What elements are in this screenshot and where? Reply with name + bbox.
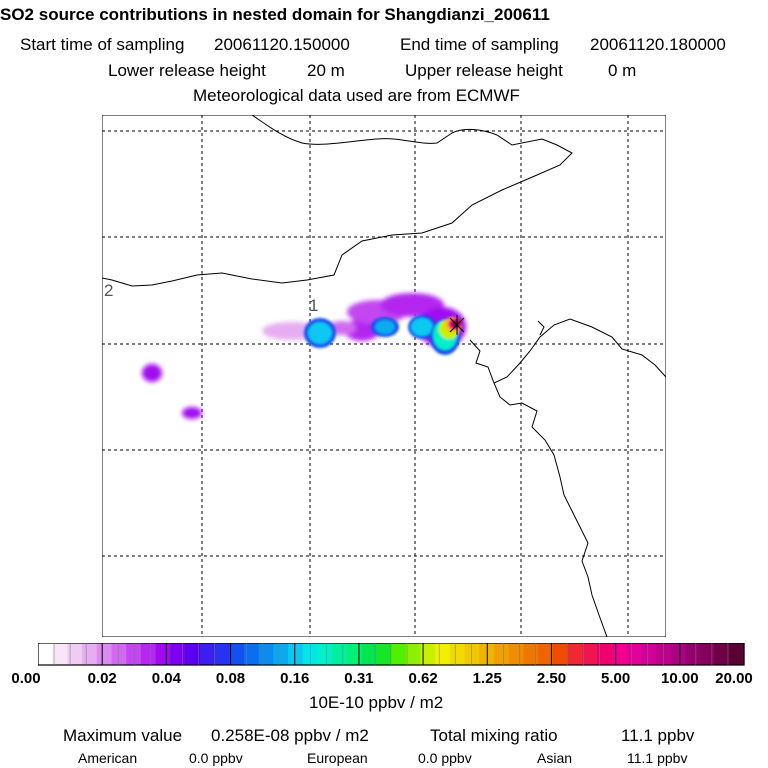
- colorbar-cell: [38, 643, 54, 665]
- colorbar-cell: [140, 643, 157, 665]
- european-label: European: [307, 750, 368, 766]
- colorbar-label: 0.00: [11, 670, 41, 687]
- colorbar-label: 0.08: [215, 670, 246, 687]
- map-panel: 2 1: [102, 115, 666, 637]
- colorbar-cell: [155, 643, 171, 665]
- start-time-label: Start time of sampling: [20, 35, 185, 54]
- colorbar-cell: [552, 643, 569, 665]
- asian-value: 11.1 ppbv: [627, 750, 688, 766]
- colorbar-cell: [626, 643, 642, 665]
- colorbar-cell: [288, 643, 304, 665]
- lower-release-label: Lower release height: [108, 61, 266, 80]
- colorbar-cell: [641, 643, 657, 665]
- colorbar: [38, 643, 745, 666]
- upper-release-value: 0 m: [608, 61, 637, 80]
- colorbar-label: 0.31: [344, 670, 374, 687]
- colorbar-cell: [685, 643, 701, 665]
- colorbar-ticks: [53, 643, 729, 665]
- european-value: 0.0 ppbv: [418, 750, 472, 766]
- colorbar-cell: [258, 643, 274, 665]
- plume-core: [304, 315, 462, 355]
- max-value: 0.258E-08 ppbv / m2: [211, 726, 369, 745]
- colorbar-cell: [170, 643, 186, 665]
- colorbar-cell: [596, 643, 613, 665]
- colorbar-label: 1.25: [472, 670, 502, 687]
- colorbar-cell: [391, 643, 407, 665]
- colorbar-cell: [464, 643, 480, 665]
- colorbar-label: 0.04: [151, 670, 181, 687]
- colorbar-cell: [185, 643, 201, 665]
- grid-label-1: 1: [309, 296, 318, 315]
- colorbar-cell: [317, 643, 333, 665]
- station-marker: [449, 315, 465, 335]
- colorbar-cell: [567, 643, 583, 665]
- colorbar-cell: [523, 643, 539, 665]
- american-value: 0.0 ppbv: [189, 750, 243, 766]
- max-value-label: Maximum value: [63, 726, 183, 745]
- end-time-value: 20061120.180000: [590, 35, 726, 54]
- colorbar-cell: [508, 643, 524, 665]
- met-data-line: Meteorological data used are from ECMWF: [193, 86, 520, 105]
- colorbar-cell: [82, 643, 98, 665]
- colorbar-cell: [361, 643, 377, 665]
- colorbar-cell: [52, 643, 69, 665]
- colorbar-cell: [729, 643, 745, 665]
- total-mixing-value: 11.1 ppbv: [621, 726, 695, 745]
- colorbar-cell: [670, 643, 686, 665]
- colorbar-cell: [582, 643, 598, 665]
- colorbar-cell: [493, 643, 510, 665]
- lower-release-value: 20 m: [307, 61, 345, 80]
- colorbar-cell: [449, 643, 466, 665]
- colorbar-cell: [376, 643, 392, 665]
- start-time-value: 20061120.150000: [214, 35, 350, 54]
- colorbar-label: 5.00: [601, 670, 631, 687]
- colorbar-cell: [346, 643, 363, 665]
- map-frame: [102, 115, 666, 637]
- country-borders: [102, 115, 666, 637]
- colorbar-cell: [611, 643, 627, 665]
- colorbar-cell: [655, 643, 672, 665]
- colorbar-cell: [214, 643, 230, 665]
- colorbar-cells: [38, 643, 745, 665]
- plot-title: SO2 source contributions in nested domai…: [0, 5, 550, 24]
- colorbar-cell: [229, 643, 245, 665]
- colorbar-cell: [67, 643, 83, 665]
- colorbar-label: 2.50: [536, 670, 567, 687]
- colorbar-unit: 10E-10 ppbv / m2: [309, 693, 444, 712]
- colorbar-cell: [420, 643, 436, 665]
- asian-label: Asian: [537, 750, 573, 766]
- colorbar-cell: [332, 643, 348, 665]
- colorbar-label: 0.02: [87, 670, 117, 687]
- colorbar-cell: [538, 643, 554, 665]
- colorbar-cell: [111, 643, 127, 665]
- end-time-label: End time of sampling: [400, 35, 559, 54]
- colorbar-label: 20.00: [715, 670, 753, 687]
- colorbar-cell: [96, 643, 113, 665]
- colorbar-cell: [126, 643, 142, 665]
- colorbar-cell: [405, 643, 422, 665]
- colorbar-cell: [714, 643, 730, 665]
- upper-release-label: Upper release height: [405, 61, 563, 80]
- colorbar-cell: [302, 643, 319, 665]
- colorbar-label: 0.16: [280, 670, 310, 687]
- colorbar-cell: [435, 643, 451, 665]
- colorbar-cell: [199, 643, 216, 665]
- colorbar-label: 10.00: [661, 670, 699, 687]
- colorbar-cell: [273, 643, 289, 665]
- american-label: American: [78, 750, 138, 766]
- grid-label-2: 2: [104, 281, 113, 300]
- colorbar-cell: [699, 643, 716, 665]
- colorbar-cell: [243, 643, 260, 665]
- colorbar-label: 0.62: [408, 670, 438, 687]
- total-mixing-label: Total mixing ratio: [430, 726, 558, 745]
